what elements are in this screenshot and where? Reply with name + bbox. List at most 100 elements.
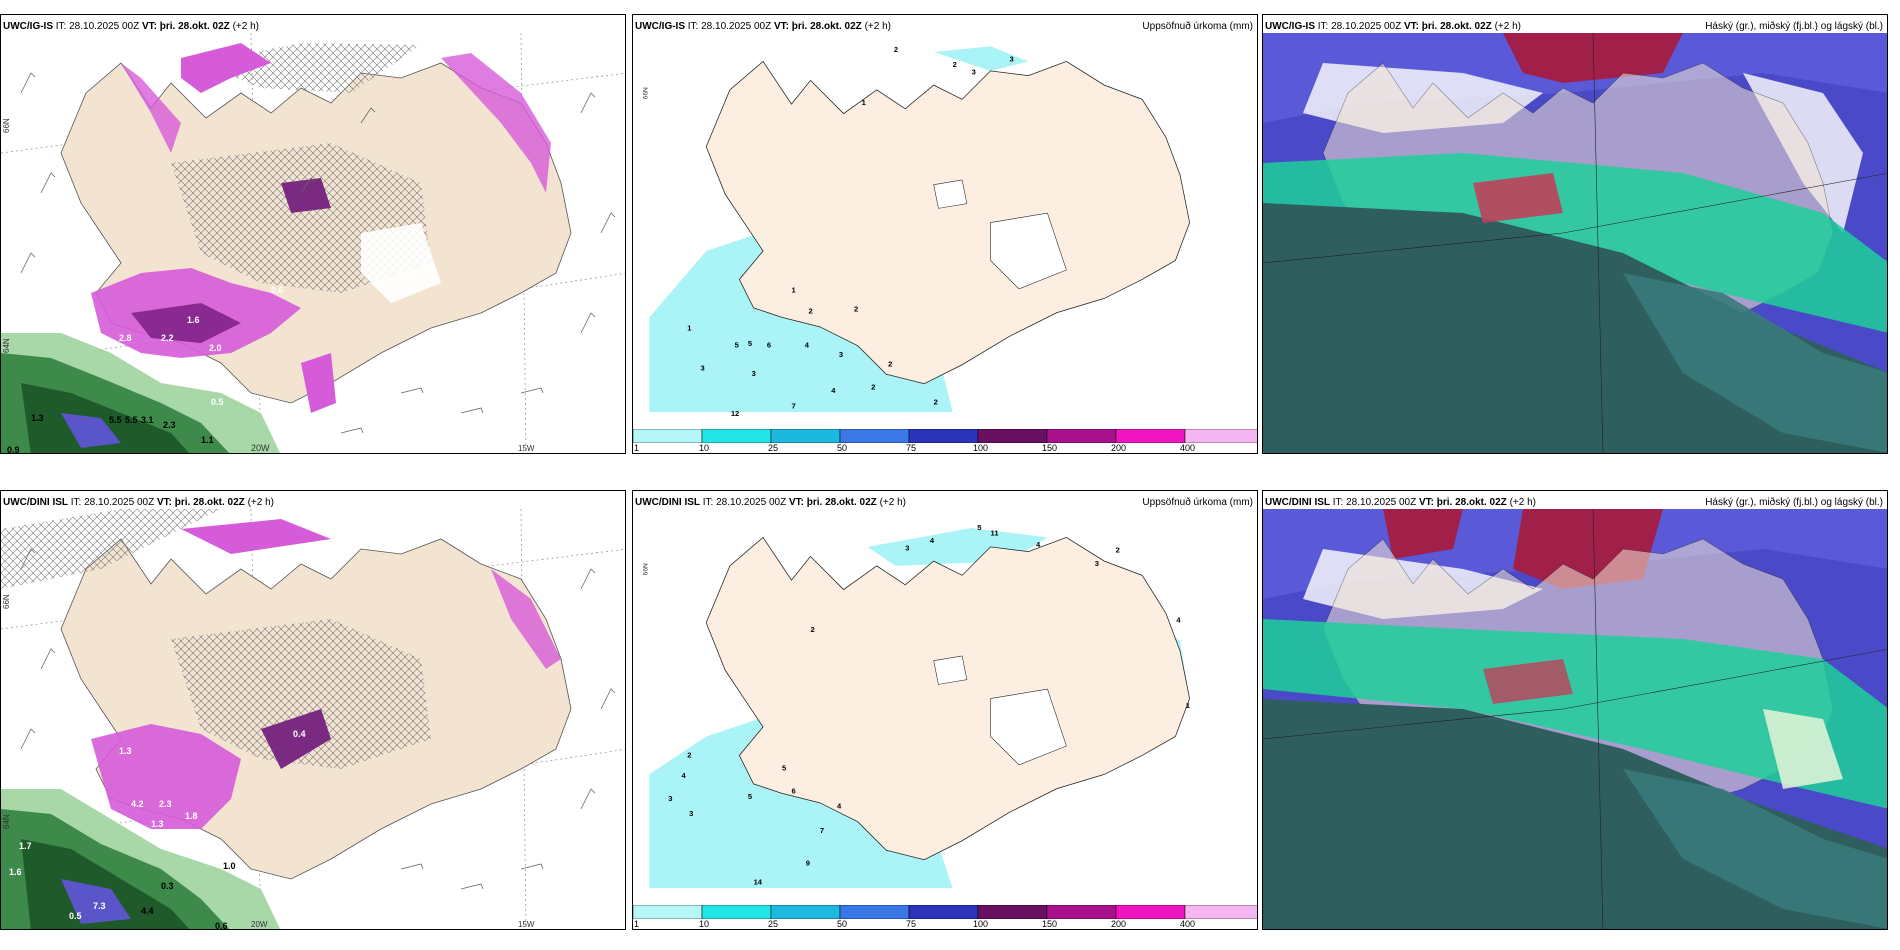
- accum-value: 4: [1036, 540, 1041, 549]
- panel-cloud-igis: UWC/IG-IS IT: 28.10.2025 00Z VT: þri. 28…: [1262, 14, 1888, 454]
- panel-header: UWC/IG-IS IT: 28.10.2025 00Z VT: þri. 28…: [3, 21, 259, 32]
- accum-value: 2: [1116, 546, 1120, 555]
- panel-header: UWC/IG-IS IT: 28.10.2025 00Z VT: þri. 28…: [635, 21, 891, 32]
- accum-value: 14: [754, 877, 763, 886]
- precip-legend: [633, 904, 1257, 923]
- precip-legend: [633, 428, 1257, 447]
- accum-value: 6: [791, 786, 795, 795]
- accum-value: 3: [668, 794, 672, 803]
- precip-value: 5.5: [109, 415, 122, 425]
- accum-value: 5: [735, 341, 739, 350]
- legend-tick: 150: [1042, 443, 1058, 453]
- accum-value: 3: [905, 544, 909, 553]
- accum-value: 2: [809, 307, 813, 316]
- iceland-land: [705, 536, 1190, 861]
- legend-tick: 10: [699, 443, 710, 453]
- panel-precip-wind-dini: UWC/DINI ISL IT: 28.10.2025 00Z VT: þri.…: [0, 490, 626, 930]
- accum-value: 5: [748, 792, 752, 801]
- precip-value: 1.1: [201, 435, 214, 445]
- accum-value: 5: [782, 764, 786, 773]
- precip-value: 5.5: [125, 415, 138, 425]
- panel-cloud-dini: UWC/DINI ISL IT: 28.10.2025 00Z VT: þri.…: [1262, 490, 1888, 930]
- accum-value: 1: [791, 286, 795, 295]
- accum-value: 2: [934, 398, 938, 407]
- accum-value: 2: [854, 305, 858, 314]
- precip-value: 3.1: [141, 415, 154, 425]
- legend-tick: 75: [906, 443, 917, 453]
- precip-value: 1.8: [185, 811, 198, 821]
- lon-label: 20W: [251, 443, 270, 453]
- accum-value: 4: [930, 536, 935, 545]
- panel-header: UWC/DINI ISL IT: 28.10.2025 00Z VT: þri.…: [3, 497, 274, 508]
- legend-tick: 200: [1111, 443, 1127, 453]
- accum-value: 5: [748, 339, 752, 348]
- panel-header: UWC/DINI ISL IT: 28.10.2025 00Z VT: þri.…: [635, 497, 906, 508]
- accum-value: 5: [977, 523, 981, 532]
- accum-value: 1: [687, 324, 691, 333]
- lat-label: 66N: [2, 594, 11, 609]
- precip-value: 0.5: [69, 911, 82, 921]
- legend-tick: 400: [1180, 919, 1196, 929]
- accum-value: 2: [871, 382, 875, 391]
- lon-label: 20W: [251, 920, 268, 929]
- accum-value: 3: [701, 363, 705, 372]
- panel-title: Uppsöfnuð úrkoma (mm): [1142, 21, 1253, 32]
- precip-value: 2.2: [161, 333, 174, 343]
- accum-value: 4: [682, 771, 687, 780]
- accum-value: 12: [731, 409, 739, 418]
- map-cloud-cover: [1263, 33, 1887, 453]
- precip-value: 0.6: [215, 921, 228, 930]
- accum-value: 3: [839, 350, 843, 359]
- accum-value: 3: [752, 369, 756, 378]
- precip-value: 2.3: [163, 420, 176, 430]
- map-cloud-cover: [1263, 509, 1887, 929]
- precip-value: 1.7: [19, 841, 32, 851]
- precip-value: 0.4: [293, 729, 306, 739]
- panel-title: Háský (gr.), miðský (fj.bl.) og lágský (…: [1705, 21, 1883, 32]
- precip-value: 0.3: [161, 881, 174, 891]
- accum-value: 2: [894, 45, 898, 54]
- precip-value: 1.6: [9, 867, 22, 877]
- lon-label: 15W: [518, 920, 535, 929]
- accum-value: 3: [972, 68, 976, 77]
- accum-value: 7: [791, 401, 795, 410]
- accum-value: 3: [1010, 54, 1014, 63]
- legend-colorbar: [633, 904, 1257, 920]
- iceland-land: [705, 60, 1190, 385]
- precip-value: 0.6: [271, 285, 284, 295]
- panel-title: Háský (gr.), miðský (fj.bl.) og lágský (…: [1705, 497, 1883, 508]
- legend-tick: 1: [634, 443, 640, 453]
- accum-value: 11: [991, 529, 999, 538]
- legend-tick: 1: [634, 919, 640, 929]
- accum-value: 1: [862, 98, 866, 107]
- legend-tick: 50: [837, 443, 848, 453]
- precip-value: 2.3: [159, 799, 172, 809]
- precip-value: 0.9: [7, 445, 20, 454]
- panel-header: UWC/IG-IS IT: 28.10.2025 00Z VT: þri. 28…: [1265, 21, 1521, 32]
- accum-value: 2: [953, 60, 957, 69]
- precip-value: 1.0: [223, 861, 236, 871]
- accum-value: 2: [810, 625, 814, 634]
- accum-value: 2: [888, 360, 892, 369]
- precip-value: 7.3: [93, 901, 106, 911]
- accum-value: 7: [820, 826, 824, 835]
- lat-label: 66N: [642, 563, 649, 575]
- precip-value: 2.8: [119, 333, 132, 343]
- precip-value: 4.2: [131, 799, 144, 809]
- legend-tick: 10: [699, 919, 710, 929]
- precip-value: 2.0: [209, 343, 222, 353]
- precip-value: 4.4: [141, 906, 154, 916]
- legend-tick: 100: [973, 443, 989, 453]
- panel-accum-igis: UWC/IG-IS IT: 28.10.2025 00Z VT: þri. 28…: [632, 14, 1258, 454]
- panel-header: UWC/DINI ISL IT: 28.10.2025 00Z VT: þri.…: [1265, 497, 1536, 508]
- map-accumulated-precip: 3 4 5 11 4 2 3 4 2 5 5 6 4 7 9 14 4 3 3 …: [642, 509, 1243, 889]
- panel-precip-wind-igis: UWC/IG-IS IT: 28.10.2025 00Z VT: þri. 28…: [0, 14, 626, 454]
- accum-value: 3: [1095, 559, 1099, 568]
- lat-label: 64N: [2, 814, 11, 829]
- precip-value: 1.3: [119, 746, 132, 756]
- accum-value: 4: [805, 341, 810, 350]
- legend-tick: 200: [1111, 919, 1127, 929]
- lon-label: 15W: [518, 444, 535, 453]
- panel-accum-dini: UWC/DINI ISL IT: 28.10.2025 00Z VT: þri.…: [632, 490, 1258, 930]
- precip-value: 0.4: [83, 307, 96, 317]
